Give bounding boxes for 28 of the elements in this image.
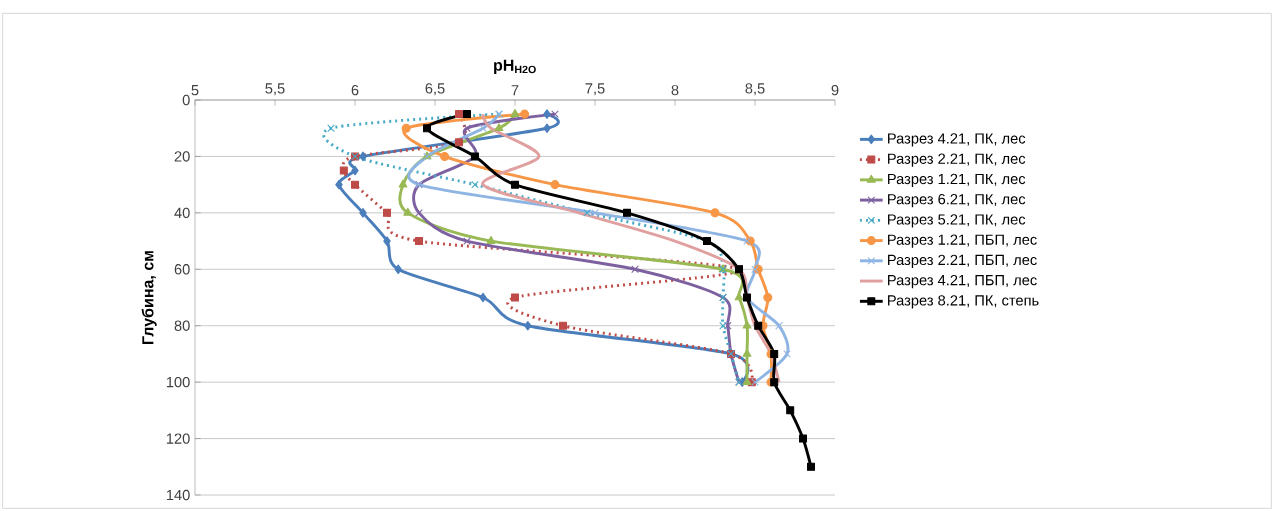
x-tick-label: 6,5 [425, 83, 445, 96]
y-axis-title: Глубина, см [141, 251, 157, 344]
y-tick-label: 20 [174, 151, 190, 162]
y-tick-label: 0 [182, 94, 190, 106]
x-tick-label: 6 [351, 84, 359, 96]
x-tick-label: 7,5 [585, 83, 605, 96]
legend-label: Разрез 2.21, ПК, лес [888, 153, 1026, 167]
legend-label: Разрез 8.21, ПК, степь [888, 295, 1039, 309]
x-tick-label: 8 [671, 84, 679, 96]
legend-label: Разрез 6.21, ПК, лес [888, 194, 1026, 208]
y-tick-label: 120 [166, 433, 190, 444]
legend-label: Разрез 1.21, ПК, лес [888, 173, 1026, 188]
legend-label: Разрез 4.21, ПБП, лес [888, 274, 1037, 289]
legend-label: Разрез 2.21, ПБП, лес [888, 254, 1037, 268]
x-tick-label: 7 [511, 85, 519, 96]
y-tick-label: 60 [174, 264, 190, 275]
x-axis-title: pH$_{H2O}$ [494, 59, 536, 75]
legend-label: Разрез 4.21, ПК, лес [888, 133, 1026, 147]
x-tick-label: 5,5 [265, 83, 285, 96]
y-tick-label: 100 [166, 376, 190, 388]
legend-label: Разрез 5.21, ПК, лес [888, 214, 1026, 228]
x-tick-label: 5 [191, 85, 199, 96]
x-tick-label: 9 [831, 84, 839, 96]
legend-label: Разрез 1.21, ПБП, лес [888, 234, 1037, 248]
x-tick-label: 8,5 [745, 83, 765, 96]
y-tick-label: 40 [174, 207, 190, 219]
y-tick-label: 140 [166, 489, 190, 501]
y-tick-label: 80 [174, 320, 190, 331]
